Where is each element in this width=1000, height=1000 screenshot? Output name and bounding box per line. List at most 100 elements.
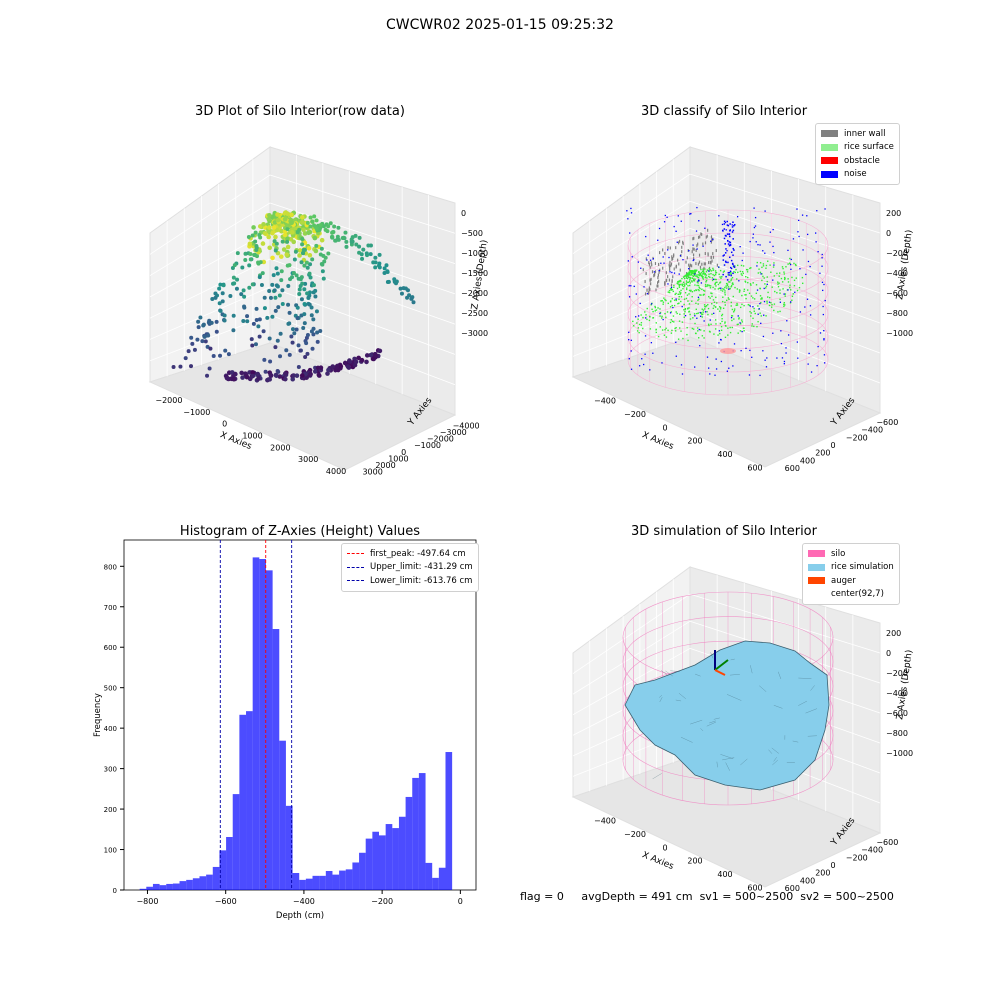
rice-surface-point [738,289,741,291]
data-point [239,292,244,297]
noise-point [702,245,704,247]
rice-surface-point [636,330,639,332]
rice-surface-point [705,271,708,273]
rice-surface-point [731,308,734,311]
data-point [336,237,341,242]
data-point [280,239,285,244]
rice-surface-point [740,273,742,275]
data-point [326,367,331,373]
legend-item-upper-limit: Upper_limit: -431.29 cm [347,561,473,575]
rice-surface-point [730,285,732,288]
rice-surface-point [792,293,794,295]
rice-surface-point [753,325,755,328]
rice-surface-point [745,275,747,278]
data-point [302,312,307,317]
legend-item-rice-simulation: rice simulation [808,561,894,575]
noise-point [732,272,734,275]
y-tick-label: 0 [831,861,836,870]
noise-point [738,280,740,282]
noise-point [638,365,641,367]
rice-surface-point [695,308,697,310]
surface-mesh-line [772,759,778,766]
data-point [409,296,414,301]
rice-surface-point [777,311,779,313]
data-point [368,252,373,257]
rice-surface-point [649,328,652,330]
data-point [295,305,300,310]
noise-point [719,338,722,341]
x-tick-label: −800 [136,897,158,906]
rice-surface-point [679,279,681,282]
rice-surface-point [652,310,654,313]
rice-surface-point [632,325,635,327]
data-point [257,275,262,280]
y-tick-label: −600 [876,838,898,847]
data-point [299,219,305,225]
histogram-bar [246,711,253,890]
data-point [270,282,275,287]
rice-surface-point [745,268,748,271]
lower-limit-line-swatch [347,580,364,582]
z-axis-label: Z Axies (Depth) [895,229,915,300]
rice-surface-point [705,305,708,307]
classify-legend: inner wall rice surface obstacle noise [815,123,900,185]
rice-surface-point [730,285,733,287]
simulation-legend: silo rice simulation auger center(92,7) [802,543,900,605]
rice-surface-point [717,334,719,336]
noise-point [772,332,774,334]
rice-surface-point [686,277,689,280]
noise-point [731,226,734,228]
rice-surface-point [646,318,648,321]
rice-surface-point [699,273,701,276]
rice-surface-point [677,280,679,283]
grid-line [689,282,881,354]
rice-surface-point [724,286,726,289]
rice-surface-point [685,277,688,279]
data-point [313,288,318,293]
noise-point [806,215,808,217]
data-point [276,369,281,374]
rice-surface-point [702,270,705,272]
rice-surface-point [733,318,735,320]
noise-point [681,305,683,308]
data-point [308,275,313,280]
noise-point [729,230,731,232]
histogram-bar [212,866,220,890]
rice-surface-point [731,283,734,285]
rice-surface-point [691,281,693,283]
rice-surface-point [719,322,722,325]
noise-point [729,270,732,273]
rice-surface-point [720,306,722,309]
data-point [275,271,280,276]
rice-surface-point [701,288,703,291]
data-point [273,234,278,240]
rice-surface-point [706,277,708,279]
data-point [311,332,316,337]
rice-surface-point [714,288,716,290]
rice-surface-point [718,287,721,289]
noise-point [733,265,735,267]
surface-mesh-line [665,670,673,677]
rice-surface-point [708,295,710,298]
rice-surface-point [674,293,676,296]
z-tick-label: −200 [886,249,908,258]
rice-surface-point [730,273,732,275]
data-point [394,279,399,284]
x-tick-label: 200 [687,857,702,866]
noise-point [753,226,756,229]
x-tick-label: 2000 [270,443,290,452]
rice-surface-point [691,272,693,275]
noise-point [824,299,826,302]
noise-point [821,265,823,267]
data-point [183,356,188,361]
data-point [275,338,280,343]
data-point [364,359,369,365]
rice-surface-point [689,318,692,320]
y-tick-label: 100 [104,847,117,855]
noise-point [726,370,729,372]
data-point [298,277,303,282]
noise-point [787,249,789,252]
noise-point [748,374,751,376]
rice-surface-point [692,275,695,278]
rice-surface-point [793,279,796,282]
